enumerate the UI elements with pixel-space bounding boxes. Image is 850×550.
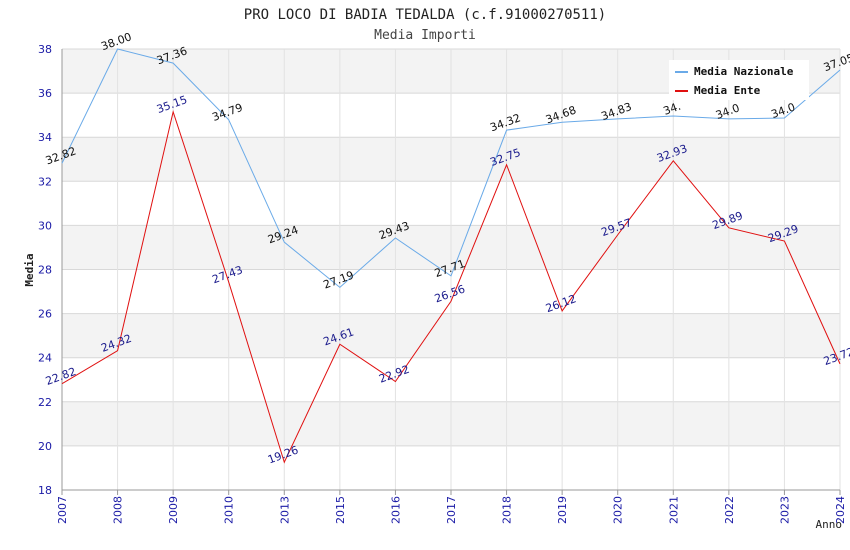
x-tick-label: 2020 bbox=[612, 496, 625, 524]
data-label-media-nazionale: 34.32 bbox=[488, 111, 522, 134]
x-tick-label: 2017 bbox=[445, 496, 458, 524]
legend-label-media-nazionale: Media Nazionale bbox=[694, 65, 794, 78]
y-tick-label: 36 bbox=[38, 87, 52, 100]
y-tick-label: 26 bbox=[38, 308, 52, 321]
data-label-media-nazionale: 27.19 bbox=[322, 269, 356, 292]
y-tick-labels: 18 20 22 24 26 28 30 32 34 36 38 bbox=[38, 43, 52, 497]
series-line-media-ente bbox=[61, 109, 841, 464]
x-tick-labels: 2007 2008 2009 2010 2013 2015 2016 2017 2018 2019… bbox=[56, 496, 847, 524]
legend: Media Nazionale Media Ente bbox=[669, 60, 809, 100]
x-tick-label: 2021 bbox=[667, 496, 680, 524]
x-tick-label: 2022 bbox=[723, 496, 736, 524]
y-tick-label: 30 bbox=[38, 219, 52, 232]
x-tick-label: 2019 bbox=[556, 496, 569, 524]
x-tick-label: 2023 bbox=[778, 496, 791, 524]
gridlines bbox=[61, 48, 841, 491]
y-tick-label: 18 bbox=[38, 484, 52, 497]
legend-box bbox=[669, 60, 809, 100]
y-tick-label: 28 bbox=[38, 264, 52, 277]
data-label-media-ente: 26.56 bbox=[433, 282, 467, 305]
y-tick-label: 22 bbox=[38, 396, 52, 409]
y-tick-label: 38 bbox=[38, 43, 52, 56]
x-axis-label: Anno bbox=[816, 518, 843, 531]
x-tick-label: 2018 bbox=[501, 496, 514, 524]
data-label-media-ente: 22.92 bbox=[377, 363, 411, 386]
data-label-media-nazionale: 34.68 bbox=[544, 103, 578, 126]
x-tick-label: 2024 bbox=[834, 496, 847, 524]
data-label-media-nazionale: 34.83 bbox=[599, 100, 633, 123]
y-tick-label: 20 bbox=[38, 440, 52, 453]
legend-label-media-ente: Media Ente bbox=[694, 84, 761, 97]
data-label-media-ente: 19.26 bbox=[266, 443, 300, 466]
x-tick-label: 2016 bbox=[389, 496, 402, 524]
data-label-media-nazionale: 34. bbox=[662, 100, 683, 118]
axes bbox=[61, 49, 841, 495]
data-label-media-ente: 22.82 bbox=[44, 365, 78, 388]
data-label-media-ente: 35.15 bbox=[155, 93, 189, 116]
data-label-media-nazionale: 34.79 bbox=[210, 101, 244, 124]
y-axis-label: Media bbox=[23, 253, 36, 286]
chart-subtitle: Media Importi bbox=[374, 28, 476, 43]
x-tick-label: 2007 bbox=[56, 496, 69, 524]
data-label-media-ente: 26.12 bbox=[544, 292, 578, 315]
x-tick-label: 2008 bbox=[112, 496, 125, 524]
x-tick-label: 2010 bbox=[223, 496, 236, 524]
y-tick-label: 24 bbox=[38, 352, 52, 365]
x-tick-label: 2015 bbox=[334, 496, 347, 524]
y-tick-label: 34 bbox=[38, 131, 52, 144]
x-tick-label: 2009 bbox=[167, 496, 180, 524]
y-tick-label: 32 bbox=[38, 175, 52, 188]
series-line-media-nazionale bbox=[61, 48, 841, 289]
series-lines bbox=[61, 48, 841, 464]
chart-title: PRO LOCO DI BADIA TEDALDA (c.f.910002705… bbox=[244, 7, 606, 23]
x-tick-label: 2013 bbox=[278, 496, 291, 524]
